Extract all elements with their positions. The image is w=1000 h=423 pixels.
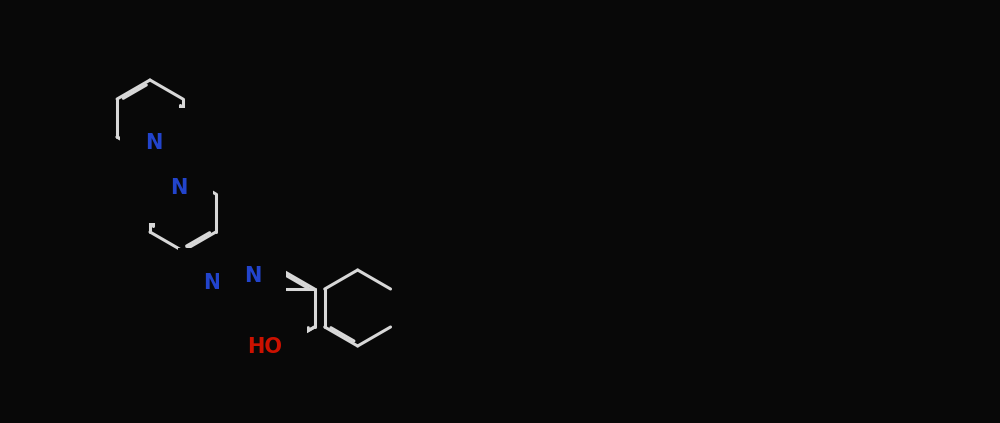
Text: N: N [244, 266, 261, 286]
Text: HO: HO [247, 337, 282, 357]
Text: N: N [145, 133, 163, 153]
Text: N: N [203, 273, 221, 293]
Text: N: N [170, 178, 188, 198]
